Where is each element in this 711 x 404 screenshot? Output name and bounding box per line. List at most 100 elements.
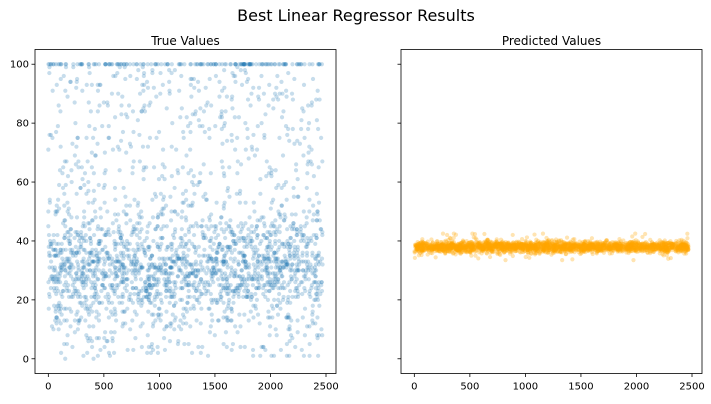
scatter-point (130, 109, 136, 114)
scatter-point (524, 235, 530, 240)
scatter-point (300, 268, 306, 273)
scatter-point (561, 244, 566, 249)
scatter-point (153, 62, 158, 67)
scatter-point (570, 248, 575, 254)
scatter-point (253, 250, 259, 255)
scatter-point (314, 235, 319, 241)
scatter-point (287, 244, 293, 249)
scatter-point (120, 321, 126, 326)
scatter-point (149, 344, 154, 350)
scatter-point (271, 277, 277, 282)
scatter-point (64, 256, 69, 261)
scatter-point (120, 94, 125, 99)
scatter-point (319, 227, 324, 232)
scatter-point (431, 246, 436, 252)
scatter-point (54, 321, 59, 326)
scatter-point (543, 242, 548, 248)
scatter-point (292, 247, 297, 252)
scatter-point (241, 256, 246, 261)
scatter-point (224, 250, 229, 255)
scatter-point (300, 315, 305, 320)
scatter-point (81, 238, 87, 244)
scatter-point (186, 230, 192, 235)
scatter-point (93, 215, 98, 220)
scatter-point (639, 243, 645, 248)
scatter-point (298, 62, 304, 67)
scatter-point (315, 212, 320, 217)
scatter-point (123, 321, 128, 326)
scatter-point (251, 200, 256, 205)
scatter-point (187, 262, 192, 267)
scatter-point (100, 247, 105, 252)
scatter-point (588, 243, 593, 249)
scatter-point (165, 244, 171, 249)
scatter-point (138, 62, 143, 67)
scatter-point (157, 262, 163, 267)
scatter-point (296, 268, 302, 273)
scatter-point (208, 171, 213, 176)
scatter-point (63, 268, 68, 273)
scatter-point (202, 283, 207, 288)
scatter-point (162, 277, 167, 282)
scatter-point (267, 238, 272, 244)
scatter-point (224, 306, 230, 311)
scatter-point (114, 62, 119, 67)
scatter-point (203, 280, 208, 285)
scatter-point (188, 271, 193, 276)
scatter-point (66, 230, 71, 235)
scatter-point (89, 285, 94, 291)
scatter-point (488, 250, 493, 255)
scatter-point (256, 253, 262, 258)
scatter-point (72, 318, 77, 323)
scatter-point (264, 271, 270, 276)
scatter-point (76, 268, 81, 273)
scatter-point (78, 62, 84, 67)
scatter-point (178, 241, 184, 246)
scatter-point (303, 271, 308, 276)
scatter-point (589, 241, 595, 246)
scatter-point (126, 256, 132, 261)
scatter-point (142, 103, 147, 108)
scatter-point (476, 244, 481, 250)
scatter-point (137, 91, 143, 96)
scatter-point (105, 250, 110, 255)
scatter-point (301, 153, 306, 158)
scatter-point (280, 285, 286, 291)
scatter-point (65, 200, 70, 205)
scatter-point (160, 82, 165, 87)
scatter-point (618, 245, 624, 250)
scatter-point (173, 285, 178, 291)
scatter-point (304, 215, 309, 220)
scatter-point (262, 268, 268, 273)
scatter-point (453, 247, 458, 252)
scatter-point (56, 306, 62, 311)
scatter-point (225, 315, 230, 320)
scatter-point (54, 315, 59, 320)
scatter-point (495, 240, 500, 246)
scatter-point (511, 243, 516, 248)
scatter-point (129, 280, 134, 285)
scatter-point (147, 135, 153, 140)
scatter-point (213, 235, 219, 241)
scatter-point (47, 65, 52, 70)
scatter-point (222, 253, 227, 258)
scatter-point (416, 253, 421, 258)
scatter-point (490, 249, 495, 254)
scatter-point (47, 250, 52, 255)
scatter-point (683, 244, 688, 249)
scatter-point (292, 76, 297, 82)
scatter-point (207, 253, 212, 258)
scatter-point (172, 294, 177, 300)
scatter-point (225, 291, 230, 297)
scatter-point (602, 242, 607, 247)
scatter-point (56, 288, 61, 294)
scatter-point (590, 248, 595, 253)
scatter-point (549, 239, 554, 244)
scatter-point (245, 97, 251, 102)
scatter-point (165, 62, 170, 67)
scatter-point (426, 249, 432, 254)
scatter-point (74, 250, 79, 255)
scatter-point (295, 138, 300, 143)
scatter-point (159, 265, 164, 270)
scatter-point (576, 244, 581, 250)
